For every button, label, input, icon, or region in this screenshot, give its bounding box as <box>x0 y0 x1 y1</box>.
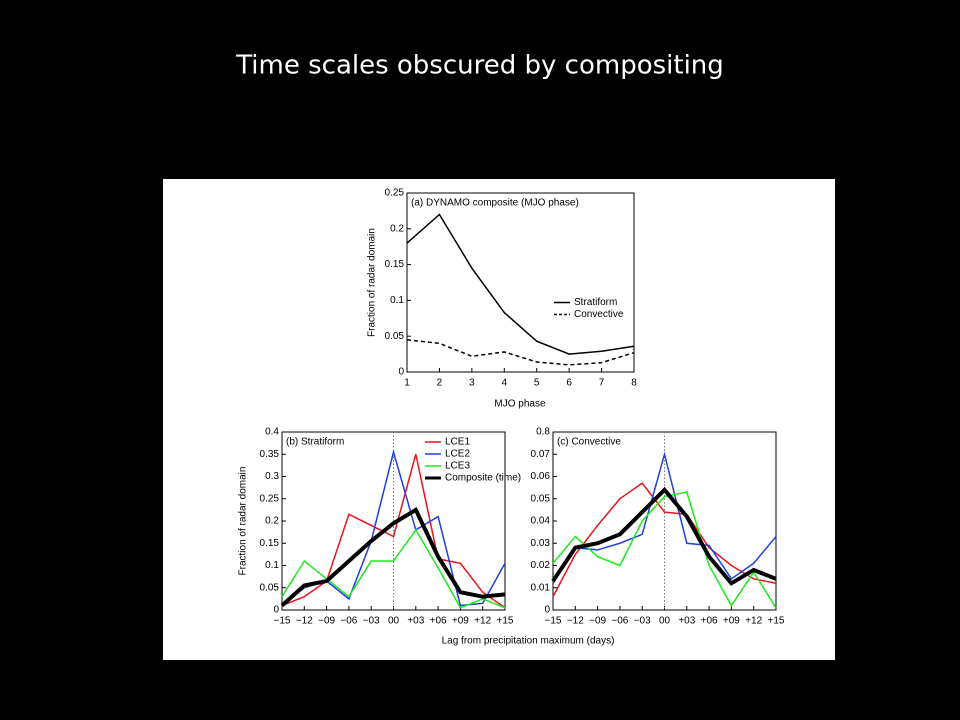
y-axis-label: Fraction of radar domain <box>367 228 378 337</box>
y-tick-label: 0.01 <box>531 582 551 593</box>
x-tick-label: +03 <box>407 616 424 627</box>
x-tick-label: 7 <box>599 378 605 389</box>
y-tick-label: 0.25 <box>260 493 280 504</box>
series-line <box>280 507 506 608</box>
legend-label: LCE3 <box>445 461 470 472</box>
x-tick-label: +09 <box>723 616 740 627</box>
x-tick-label: +06 <box>701 616 718 627</box>
y-tick-label: 0.03 <box>531 538 551 549</box>
x-tick-label: −15 <box>274 616 291 627</box>
x-axis-label: MJO phase <box>494 399 546 410</box>
x-tick-label: 6 <box>566 378 572 389</box>
y-tick-label: 0.25 <box>385 188 405 199</box>
series-line <box>552 482 777 597</box>
y-tick-label: 0 <box>273 605 279 616</box>
x-tick-label: 1 <box>404 378 410 389</box>
x-tick-label: −03 <box>363 616 380 627</box>
x-tick-label: 3 <box>469 378 475 389</box>
y-tick-label: 0.3 <box>265 471 279 482</box>
y-tick-label: 0.2 <box>265 516 279 527</box>
y-tick-label: 0.15 <box>260 538 280 549</box>
x-tick-label: −06 <box>611 616 628 627</box>
legend-label: Convective <box>574 309 624 320</box>
x-tick-label: +15 <box>768 616 785 627</box>
y-tick-label: 0.05 <box>260 582 280 593</box>
legend-label: Composite (time) <box>445 473 521 484</box>
legend-label: LCE2 <box>445 449 470 460</box>
panel-title: (c) Convective <box>557 437 621 448</box>
series-line <box>281 528 506 609</box>
x-tick-label: 4 <box>502 378 508 389</box>
legend-label: Stratiform <box>574 297 617 308</box>
series-line <box>552 491 777 609</box>
y-tick-label: 0.35 <box>260 449 280 460</box>
x-tick-label: +06 <box>430 616 447 627</box>
y-tick-label: 0.1 <box>390 295 404 306</box>
x-axis-label: Lag from precipitation maximum (days) <box>442 636 615 647</box>
y-tick-label: 0.8 <box>536 427 550 438</box>
x-tick-label: −12 <box>567 616 584 627</box>
series-line <box>406 213 635 355</box>
x-tick-label: 00 <box>388 616 400 627</box>
y-tick-label: 0.06 <box>531 471 551 482</box>
x-tick-label: +12 <box>745 616 762 627</box>
series-line <box>406 339 635 366</box>
y-tick-label: 0.4 <box>265 427 279 438</box>
x-tick-label: −12 <box>296 616 313 627</box>
x-tick-label: −09 <box>318 616 335 627</box>
y-tick-label: 0.07 <box>531 449 551 460</box>
y-tick-label: 0 <box>544 605 550 616</box>
legend-label: LCE1 <box>445 437 470 448</box>
x-tick-label: −06 <box>340 616 357 627</box>
slide-title: Time scales obscured by compositing <box>235 51 724 81</box>
x-tick-label: 5 <box>534 378 540 389</box>
x-tick-label: 00 <box>659 616 671 627</box>
y-tick-label: 0.05 <box>531 493 551 504</box>
y-tick-label: 0.04 <box>531 516 551 527</box>
x-tick-label: −15 <box>545 616 562 627</box>
x-tick-label: +03 <box>678 616 695 627</box>
x-tick-label: 2 <box>437 378 443 389</box>
figure-panel <box>163 179 835 660</box>
series-line <box>551 486 777 586</box>
panel-title: (b) Stratiform <box>286 437 344 448</box>
x-tick-label: −09 <box>589 616 606 627</box>
x-tick-label: +12 <box>474 616 491 627</box>
y-tick-label: 0 <box>398 367 404 378</box>
x-tick-label: +15 <box>497 616 514 627</box>
plot-frame <box>406 192 635 373</box>
series-line <box>281 454 506 609</box>
y-tick-label: 0.05 <box>385 331 405 342</box>
y-tick-label: 0.1 <box>265 560 279 571</box>
x-tick-label: +09 <box>452 616 469 627</box>
x-tick-label: −03 <box>634 616 651 627</box>
y-tick-label: 0.15 <box>385 259 405 270</box>
x-tick-label: 8 <box>631 378 637 389</box>
y-tick-label: 0.02 <box>531 560 551 571</box>
y-axis-label: Fraction of radar domain <box>238 467 249 576</box>
y-tick-label: 0.2 <box>390 223 404 234</box>
panel-title: (a) DYNAMO composite (MJO phase) <box>411 198 579 209</box>
